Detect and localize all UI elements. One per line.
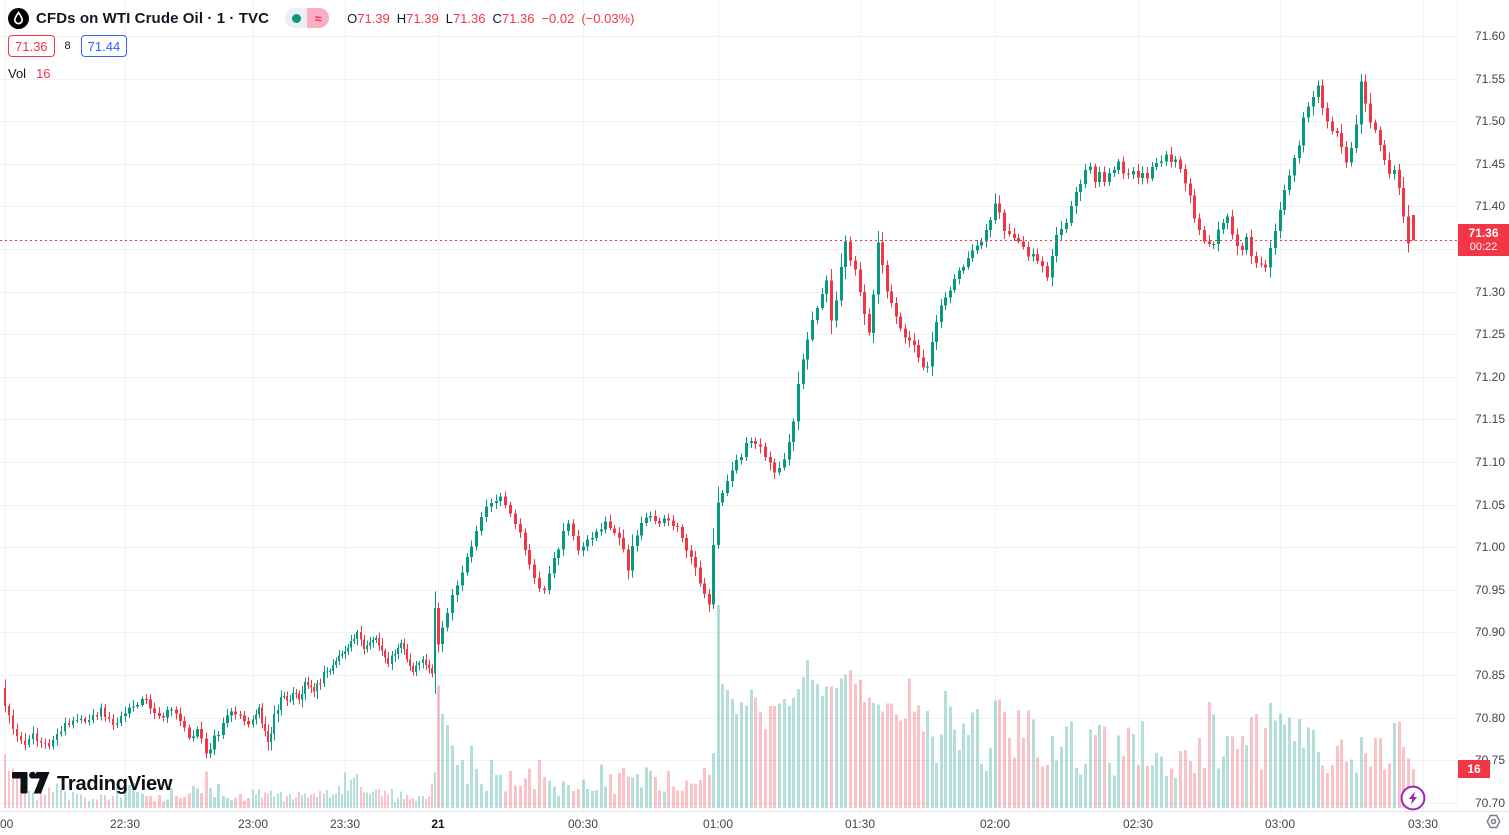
price-tick-label: 71.10 xyxy=(1474,455,1505,469)
price-tick-label: 71.20 xyxy=(1474,369,1505,384)
ohlc-readout: O71.39 H71.39 L71.36 C71.36 −0.02 (−0.03… xyxy=(347,11,641,26)
time-tick-label: 21 xyxy=(431,817,445,831)
price-tick-label: 71.15 xyxy=(1474,412,1505,427)
tradingview-logo[interactable]: TradingView xyxy=(12,771,172,797)
price-tick-label: 71.30 xyxy=(1474,284,1505,299)
price-tick-label: 71.40 xyxy=(1474,199,1505,214)
candles xyxy=(4,73,1415,759)
time-axis[interactable]: :00 22:30 23:00 23:30 21 00:30 01:00 01:30 02:00… xyxy=(0,811,1509,835)
bar-countdown: 00:22 xyxy=(1469,241,1498,254)
chart-header: CFDs on WTI Crude Oil · 1 · TVC ≈ O71.39… xyxy=(8,6,641,81)
time-tick-label: :00 xyxy=(0,817,14,831)
chart-canvas[interactable] xyxy=(0,0,1457,811)
volume-indicator-value: 16 xyxy=(36,66,51,81)
ohlc-high: H71.39 xyxy=(396,10,439,26)
symbol-logo-oil-icon xyxy=(8,7,29,29)
time-tick-label: 00:30 xyxy=(567,817,599,831)
price-tick-label: 71.60 xyxy=(1474,29,1505,43)
delayed-data-approx-icon: ≈ xyxy=(307,8,330,28)
price-tick-label: 70.70 xyxy=(1474,795,1505,810)
price-tick-label: 70.80 xyxy=(1474,710,1505,725)
price-tick-label: 71.55 xyxy=(1474,71,1505,86)
ohlc-low: L71.36 xyxy=(445,10,486,26)
last-price-badge: 71.36 00:22 xyxy=(1458,224,1509,257)
price-tick-label: 70.95 xyxy=(1474,582,1505,597)
time-tick-label: 02:00 xyxy=(979,817,1011,831)
price-tick-label: 71.05 xyxy=(1474,497,1505,512)
time-tick-label: 22:30 xyxy=(109,817,141,831)
market-open-dot-icon xyxy=(285,8,308,28)
price-tick-label: 71.50 xyxy=(1474,114,1505,129)
price-axis[interactable]: 71.6071.5571.5071.4571.4071.3571.3071.25… xyxy=(1457,0,1509,811)
price-change: −0.02 xyxy=(541,10,575,26)
time-tick-label: 23:30 xyxy=(329,817,361,831)
price-tick-label: 71.00 xyxy=(1474,540,1505,555)
volume-value-badge: 16 xyxy=(1458,760,1490,778)
volume-indicator-row: Vol 16 xyxy=(8,66,641,81)
price-tick-label: 71.25 xyxy=(1474,327,1505,342)
ask-button[interactable]: 71.44 xyxy=(80,35,128,57)
ohlc-open: O71.39 xyxy=(347,10,390,26)
time-tick-label: 03:30 xyxy=(1407,817,1439,831)
axis-settings-gear-icon[interactable] xyxy=(1485,813,1502,830)
price-tick-label: 70.90 xyxy=(1474,625,1505,640)
tradingview-logo-text: TradingView xyxy=(57,772,173,795)
volume-bars xyxy=(4,605,1415,808)
time-tick-label: 23:00 xyxy=(237,817,269,831)
price-tick-label: 71.45 xyxy=(1474,156,1505,171)
tradingview-logo-icon xyxy=(12,771,50,794)
ohlc-close: C71.36 xyxy=(492,10,535,26)
bid-button[interactable]: 71.36 xyxy=(8,35,55,57)
price-change-percent: (−0.03%) xyxy=(581,10,635,26)
time-tick-label: 01:00 xyxy=(702,817,734,831)
price-tick-label: 70.85 xyxy=(1474,668,1505,682)
market-status-pill[interactable]: ≈ xyxy=(285,8,330,28)
symbol-title[interactable]: CFDs on WTI Crude Oil · 1 · TVC xyxy=(36,9,270,27)
time-tick-label: 02:30 xyxy=(1122,817,1154,831)
spread-value: 8 xyxy=(64,40,71,52)
lightning-icon[interactable] xyxy=(1400,785,1426,811)
time-tick-label: 01:30 xyxy=(844,817,876,831)
last-price-value: 71.36 xyxy=(1468,226,1499,241)
time-tick-label: 03:00 xyxy=(1264,817,1296,831)
volume-indicator-label: Vol xyxy=(8,66,27,81)
